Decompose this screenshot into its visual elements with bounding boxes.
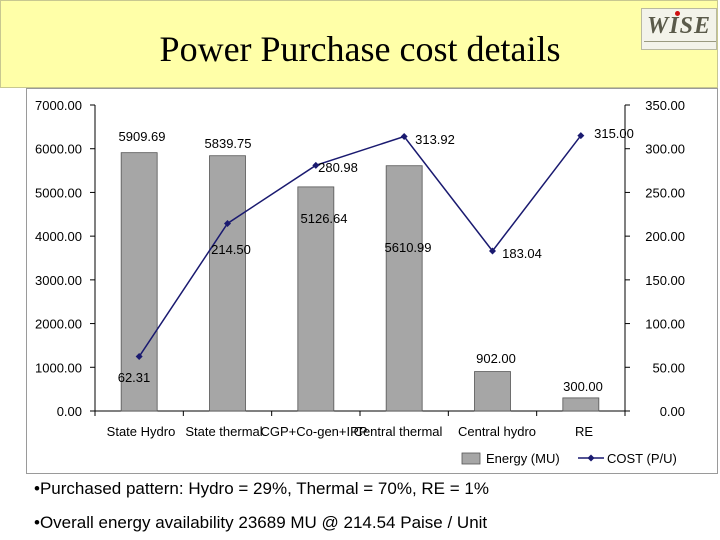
wise-logo-icon: WISE [641,8,717,50]
cost-data-label: 280.98 [318,160,358,175]
left-tick-label: 1000.00 [35,360,82,375]
right-tick-label: 250.00 [645,185,685,200]
bar-energy [385,165,423,412]
right-tick-label: 200.00 [645,229,685,244]
x-category-label: State Hydro [107,424,176,439]
bar-energy [474,371,511,412]
cost-data-label: 214.50 [211,242,251,257]
left-tick-label: 7000.00 [35,98,82,113]
bar-data-label: 5909.69 [119,129,166,144]
bullet-energy-availability: •Overall energy availability 23689 MU @ … [34,513,488,532]
right-tick-label: 0.00 [660,404,685,419]
left-tick-label: 4000.00 [35,229,82,244]
bar-energy [209,155,246,412]
cost-point-marker [400,133,408,141]
left-tick-label: 0.00 [57,404,82,419]
x-category-label: RE [575,424,593,439]
left-tick-label: 5000.00 [35,185,82,200]
left-tick-label: 3000.00 [35,273,82,288]
cost-point-marker [489,247,496,255]
right-tick-label: 350.00 [645,98,685,113]
bullet-purchase-pattern: •Purchased pattern: Hydro = 29%, Thermal… [34,479,489,498]
cost-point-marker [577,132,585,140]
cost-point-marker [135,353,143,361]
bar-data-label: 902.00 [476,351,516,366]
left-tick-label: 6000.00 [35,142,82,157]
bar-data-label: 5610.99 [385,240,432,255]
legend-energy-label: Energy (MU) [486,451,560,466]
right-tick-label: 50.00 [652,360,685,375]
cost-point-marker [312,161,320,169]
bar-energy [297,186,335,412]
legend-energy-swatch [461,452,481,465]
bar-energy [562,397,600,412]
bar-data-label: 5126.64 [301,211,348,226]
cost-data-label: 313.92 [415,132,455,147]
bar-data-label: 300.00 [563,379,603,394]
cost-point-marker [224,219,231,227]
cost-series-line [138,135,582,357]
right-tick-label: 100.00 [645,317,685,332]
right-tick-label: 150.00 [645,273,685,288]
title-bar [0,0,718,88]
cost-data-label: 183.04 [502,246,542,261]
right-tick-label: 300.00 [645,142,685,157]
x-category-label: State thermal [185,424,262,439]
page-title: Power Purchase cost details [159,29,561,69]
legend-cost-label: COST (P/U) [607,451,677,466]
bar-data-label: 5839.75 [205,136,252,151]
bar-energy [120,152,158,412]
x-category-label: CGP+Co-gen+IPP [261,424,368,439]
x-category-label: Central hydro [458,424,536,439]
legend-cost-marker [587,454,595,462]
cost-data-label: 315.00 [594,126,634,141]
cost-data-label: 62.31 [118,370,151,385]
left-tick-label: 2000.00 [35,317,82,332]
x-category-label: Central thermal [354,424,443,439]
